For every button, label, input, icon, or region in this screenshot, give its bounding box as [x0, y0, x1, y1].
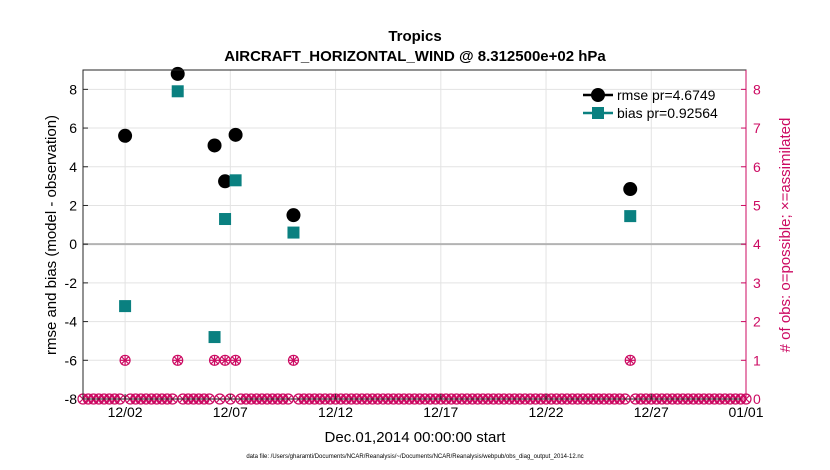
y-left-tick-label: 4	[69, 159, 77, 175]
obs-count-marker	[624, 354, 636, 366]
y-right-tick-label: 2	[753, 314, 761, 330]
legend-rmse-marker	[591, 88, 605, 102]
x-axis-ticks: 12/02 12/07 12/12 12/17 12/22 12/27 01/01	[108, 394, 764, 420]
legend-bias-label: bias pr=0.92564	[617, 105, 718, 121]
legend-rmse-label: rmse pr=4.6749	[617, 87, 716, 103]
y-right-tick-label: 3	[753, 275, 761, 291]
x-tick-label: 01/01	[728, 404, 763, 420]
rmse-point	[218, 174, 233, 189]
bias-point	[624, 210, 637, 223]
y-right-tick-label: 5	[753, 197, 761, 213]
x-tick-label: 12/27	[634, 404, 669, 420]
series-bias	[119, 85, 637, 344]
y-right-tick-label: 6	[753, 159, 761, 175]
rmse-point	[170, 66, 185, 81]
y-right-tick-label: 4	[753, 236, 761, 252]
chart-subtitle: AIRCRAFT_HORIZONTAL_WIND @ 8.312500e+02 …	[224, 48, 606, 65]
y-left-tick-label: -2	[65, 275, 78, 291]
obs-count-marker	[219, 354, 231, 366]
y-axis-right-ticks: 0 1 2 3 4 5 6 7 8	[741, 70, 761, 407]
bias-point	[287, 226, 300, 239]
y-left-tick-label: 2	[69, 197, 77, 213]
y-left-tick-label: -8	[65, 391, 78, 407]
bias-point	[219, 213, 232, 226]
obs-count-marker	[229, 354, 242, 366]
y-right-tick-label: 8	[753, 81, 761, 97]
obs-count-marker	[172, 354, 184, 366]
y-right-tick-label: 0	[753, 391, 761, 407]
y-axis-left-label: rmse and bias (model - observation)	[43, 115, 60, 355]
rmse-point	[286, 208, 301, 223]
y-right-tick-label: 7	[753, 120, 761, 136]
x-axis-label: Dec.01,2014 00:00:00 start	[325, 429, 507, 446]
bias-point	[229, 174, 242, 187]
bias-point	[119, 300, 132, 313]
obs-count-marker	[287, 354, 300, 366]
x-tick-label: 12/07	[213, 404, 248, 420]
x-tick-label: 12/02	[108, 404, 143, 420]
x-tick-label: 12/22	[529, 404, 564, 420]
y-axis-left-ticks: -8 -6 -4 -2 0 2 4 6 8	[65, 81, 88, 407]
x-tick-label: 12/12	[318, 404, 353, 420]
y-left-tick-label: 0	[69, 236, 77, 252]
chart-title: Tropics	[388, 28, 441, 45]
obs-count-marker	[208, 354, 221, 366]
rmse-point	[623, 182, 638, 197]
legend-bias-marker	[592, 107, 604, 119]
bias-point	[208, 331, 221, 344]
y-axis-right-label: # of obs: o=possible; ×=assimilated	[777, 118, 794, 353]
bias-point	[171, 85, 184, 98]
x-tick-label: 12/17	[423, 404, 458, 420]
y-left-tick-label: -6	[65, 352, 78, 368]
rmse-point	[118, 128, 133, 143]
legend: rmse pr=4.6749 bias pr=0.92564	[583, 87, 718, 121]
obs-count-marker	[119, 354, 131, 366]
rmse-point	[207, 138, 222, 153]
y-left-tick-label: 6	[69, 120, 77, 136]
footnote: data file: /Users/gharamti/Documents/NCA…	[246, 454, 583, 460]
y-left-tick-label: -4	[65, 314, 78, 330]
rmse-point	[228, 127, 243, 142]
y-left-tick-label: 8	[69, 81, 77, 97]
y-right-tick-label: 1	[753, 352, 761, 368]
